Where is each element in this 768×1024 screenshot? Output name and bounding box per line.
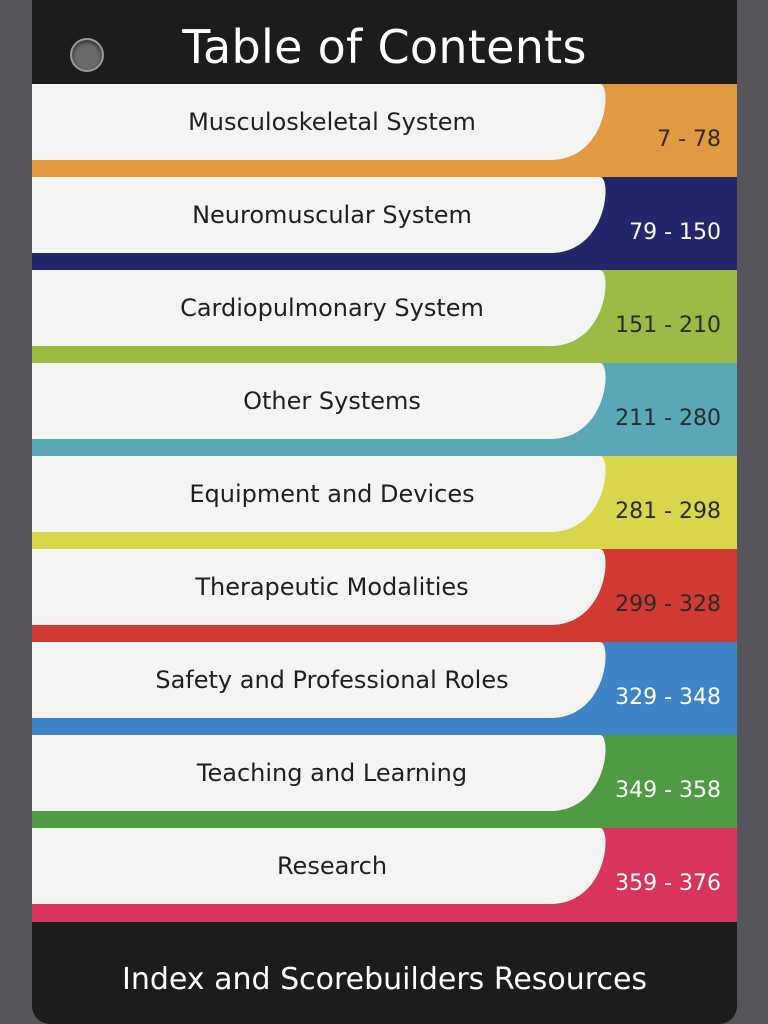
- section-tab-white: [32, 270, 606, 346]
- section-tab[interactable]: Therapeutic Modalities 299 - 328: [32, 549, 737, 643]
- section-tab-shape: [32, 456, 737, 550]
- section-tab-shape: [32, 735, 737, 829]
- section-label: Other Systems: [243, 387, 421, 415]
- section-page-range: 299 - 328: [615, 592, 721, 617]
- section-tab-white: [32, 84, 606, 160]
- section-page-range: 151 - 210: [615, 313, 721, 338]
- section-label: Neuromuscular System: [192, 201, 472, 229]
- section-page-range: 79 - 150: [629, 220, 721, 245]
- section-tab-shape: [32, 549, 737, 643]
- section-tab-white: [32, 456, 606, 532]
- section-tab[interactable]: Other Systems 211 - 280: [32, 363, 737, 457]
- section-page-range: 329 - 348: [615, 685, 721, 710]
- table-of-contents-card: Table of Contents Musculoskeletal System…: [32, 0, 737, 1024]
- section-page-range: 281 - 298: [615, 499, 721, 524]
- section-page-range: 211 - 280: [615, 406, 721, 431]
- section-tab-white: [32, 363, 606, 439]
- section-label: Teaching and Learning: [196, 759, 468, 787]
- section-tab-white: [32, 177, 606, 253]
- section-tab[interactable]: Equipment and Devices 281 - 298: [32, 456, 737, 550]
- section-page-range: 7 - 78: [657, 127, 721, 152]
- section-tab-shape: [32, 642, 737, 736]
- section-label: Research: [276, 852, 388, 880]
- section-tab-white: [32, 828, 606, 904]
- section-tab[interactable]: Research 359 - 376: [32, 828, 737, 922]
- section-tab-shape: [32, 270, 737, 364]
- section-tab-shape: [32, 363, 737, 457]
- section-tab-shape: [32, 177, 737, 271]
- section-label: Cardiopulmonary System: [180, 294, 484, 322]
- section-tab-shape: [32, 828, 737, 922]
- section-tab-shape: [32, 84, 737, 178]
- section-tab[interactable]: Musculoskeletal System 7 - 78: [32, 84, 737, 178]
- page-title: Table of Contents: [182, 20, 587, 74]
- index-footer[interactable]: Index and Scorebuilders Resources: [121, 962, 648, 997]
- section-tab-white: [32, 642, 606, 718]
- section-label: Therapeutic Modalities: [195, 573, 469, 601]
- section-tab[interactable]: Teaching and Learning 349 - 358: [32, 735, 737, 829]
- section-tab[interactable]: Cardiopulmonary System 151 - 210: [32, 270, 737, 364]
- section-label: Equipment and Devices: [189, 480, 475, 508]
- section-label: Safety and Professional Roles: [155, 666, 509, 694]
- section-tab[interactable]: Neuromuscular System 79 - 150: [32, 177, 737, 271]
- section-label: Musculoskeletal System: [188, 108, 476, 136]
- section-page-range: 359 - 376: [615, 871, 721, 896]
- section-tab[interactable]: Safety and Professional Roles 329 - 348: [32, 642, 737, 736]
- punch-hole: [70, 38, 104, 72]
- section-tab-white: [32, 735, 606, 811]
- section-tab-white: [32, 549, 606, 625]
- section-page-range: 349 - 358: [615, 778, 721, 803]
